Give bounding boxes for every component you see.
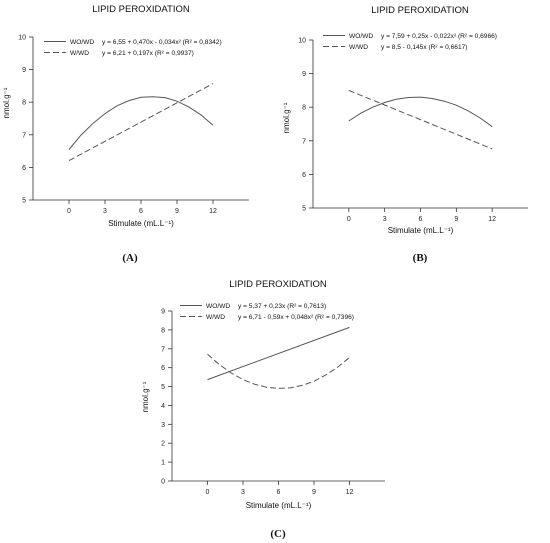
chart-title: LIPID PEROXIDATION	[229, 279, 327, 290]
y-tick-label: 8	[302, 105, 306, 112]
legend-equation: y = 6,71 - 0,59x + 0,048x² (R² = 0,7396)	[238, 314, 354, 321]
y-tick-label: 8	[161, 327, 165, 334]
x-tick-label: 6	[419, 216, 423, 223]
y-tick-label: 7	[161, 346, 165, 353]
legend-series-name: W/WD	[70, 50, 89, 57]
legend-series-name: WO/WD	[70, 39, 94, 46]
y-tick-label: 7	[22, 132, 26, 139]
chart-title: LIPID PEROXIDATION	[92, 4, 190, 15]
x-tick-label: 12	[346, 489, 354, 496]
legend-series-name: W/WD	[349, 44, 368, 51]
legend-equation: y = 6,21 + 0,197x (R² = 0,9937)	[102, 50, 194, 57]
series-line-w-wd	[207, 353, 350, 389]
y-axis-label: nmol.g⁻¹	[282, 102, 291, 133]
y-axis-label: nmol.g⁻¹	[2, 87, 11, 118]
y-tick-label: 5	[302, 206, 306, 213]
legend-series-name: WO/WD	[349, 33, 373, 40]
panel-label: (A)	[122, 252, 138, 264]
y-tick-label: 3	[161, 422, 165, 429]
y-axis-label: nmol.g⁻¹	[141, 381, 150, 412]
y-tick-label: 1	[161, 460, 165, 467]
x-tick-label: 3	[241, 489, 245, 496]
x-axis-label: Stimulate (mL.L⁻¹)	[108, 219, 174, 228]
y-tick-label: 10	[18, 35, 26, 42]
chart-panel-b: LIPID PEROXIDATION 5 6 7 8 9 10 0 3 6 9 12 Stimulate…	[282, 5, 528, 264]
legend-series-name: WO/WD	[206, 303, 230, 310]
legend-equation: y = 6,55 + 0,470x - 0,034x² (R² = 0,8342…	[102, 39, 222, 46]
y-tick-label: 6	[161, 365, 165, 372]
x-tick-label: 6	[139, 208, 143, 215]
x-tick-label: 3	[103, 208, 107, 215]
series-line-wo-wd	[348, 96, 493, 128]
y-tick-label: 9	[161, 309, 165, 316]
y-tick-label: 6	[302, 172, 306, 179]
y-tick-label: 4	[161, 403, 165, 410]
x-tick-label: 0	[206, 489, 210, 496]
y-tick-label: 7	[302, 138, 306, 145]
legend-equation: y = 8,5 - 0,145x (R² = 0,6617)	[381, 44, 468, 51]
y-tick-label: 10	[298, 38, 306, 45]
x-axis-label: Stimulate (mL.L⁻¹)	[246, 501, 312, 510]
chart-title: LIPID PEROXIDATION	[371, 5, 469, 16]
x-tick-label: 12	[209, 208, 217, 215]
chart-panel-a: LIPID PEROXIDATION 5 6 7 8 9 10 0 3 6 9 12 Stimulate…	[2, 4, 249, 264]
y-tick-label: 6	[22, 165, 26, 172]
x-tick-label: 0	[347, 216, 351, 223]
y-tick-label: 9	[302, 71, 306, 78]
legend-equation: y = 7,59 + 0,25x - 0,022x² (R² = 0,6966)	[381, 33, 497, 40]
y-tick-label: 8	[22, 100, 26, 107]
x-tick-label: 3	[383, 216, 387, 223]
y-tick-label: 0	[161, 479, 165, 486]
panel-label: (C)	[270, 528, 286, 540]
x-tick-label: 0	[67, 208, 71, 215]
panel-label: (B)	[413, 252, 428, 264]
series-line-w-wd	[68, 83, 214, 162]
legend-series-name: W/WD	[206, 314, 225, 321]
y-tick-label: 5	[22, 198, 26, 205]
x-tick-label: 6	[277, 489, 281, 496]
series-line-w-wd	[348, 89, 493, 150]
y-tick-label: 9	[22, 67, 26, 74]
y-tick-label: 2	[161, 441, 165, 448]
x-tick-label: 9	[175, 208, 179, 215]
legend-equation: y = 5,37 + 0,23x (R² = 0,7613)	[238, 303, 326, 310]
x-tick-label: 9	[312, 489, 316, 496]
x-tick-label: 12	[488, 216, 496, 223]
series-line-wo-wd	[207, 326, 350, 381]
y-tick-label: 5	[161, 384, 165, 391]
x-tick-label: 9	[454, 216, 458, 223]
x-axis-label: Stimulate (mL.L⁻¹)	[388, 226, 454, 235]
series-line-wo-wd	[68, 96, 214, 150]
